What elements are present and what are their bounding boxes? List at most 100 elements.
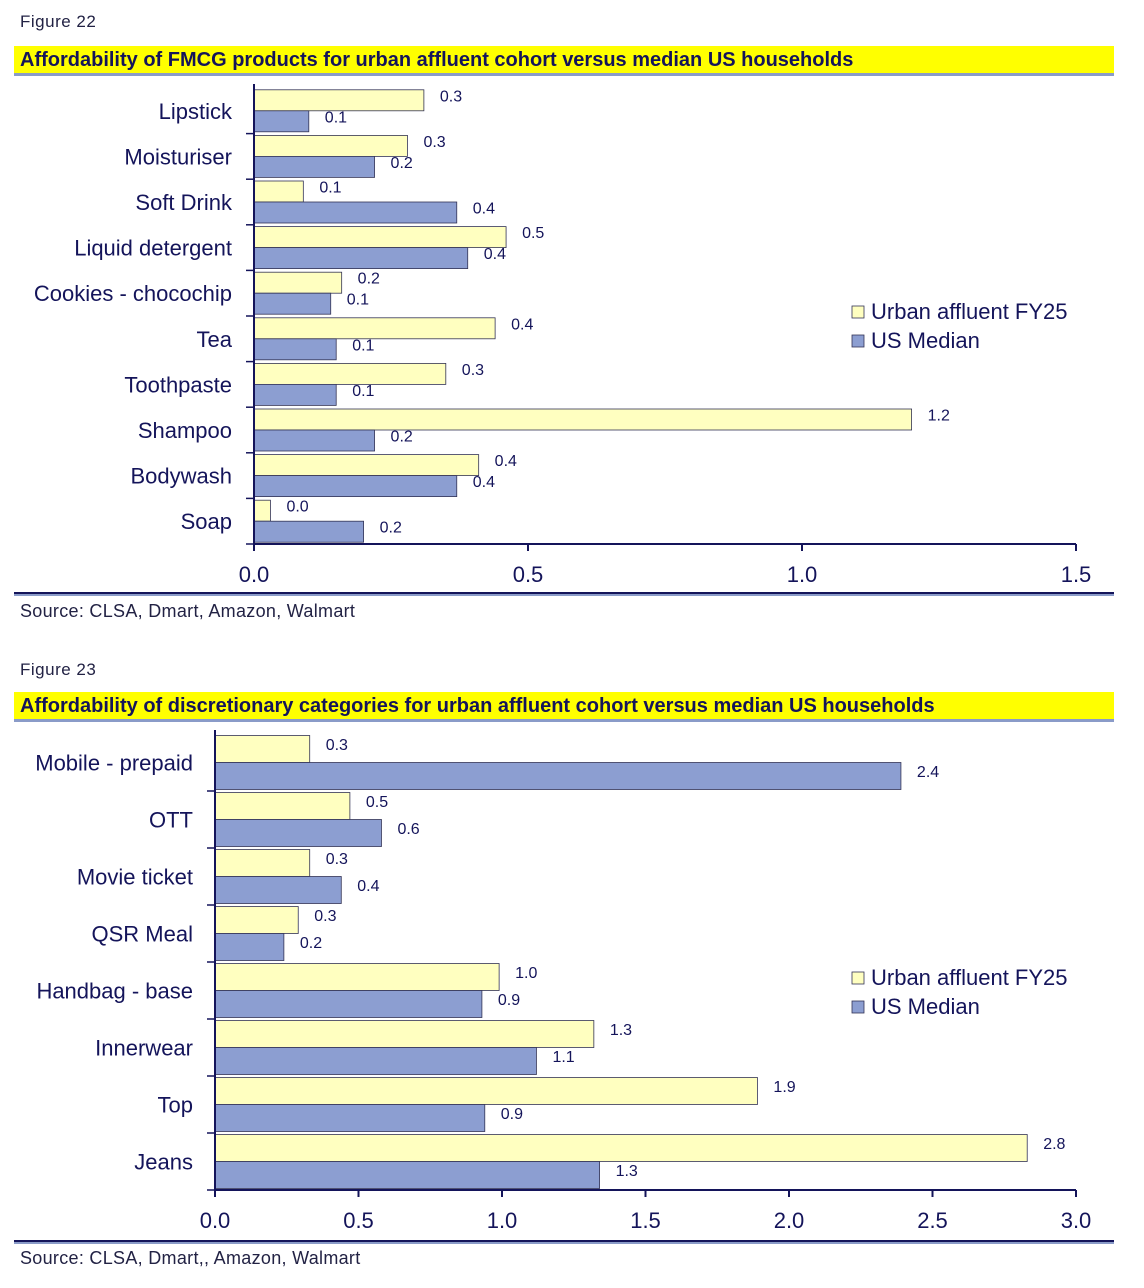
- x-tick-label: 1.5: [1061, 562, 1092, 587]
- bar-urban-affluent-fy25-handbag-base: [214, 963, 500, 991]
- legend-label-us-median: US Median: [871, 994, 980, 1019]
- category-label-toothpaste: Toothpaste: [124, 372, 232, 397]
- bar-urban-affluent-fy25-jeans: [214, 1134, 1028, 1162]
- x-tick-label: 0.0: [200, 1208, 231, 1233]
- x-tick-label: 0.5: [513, 562, 544, 587]
- data-label-urban-affluent-fy25-tea: 0.4: [511, 316, 533, 333]
- bar-urban-affluent-fy25-innerwear: [214, 1020, 595, 1048]
- bar-urban-affluent-fy25-liquid-detergent: [253, 226, 507, 249]
- category-label-soap: Soap: [181, 509, 232, 534]
- data-label-urban-affluent-fy25-qsr-meal: 0.3: [314, 908, 336, 925]
- bar-urban-affluent-fy25-soap: [253, 499, 271, 522]
- source-note: Source: CLSA, Dmart,, Amazon, Walmart: [20, 1248, 361, 1268]
- legend-swatch-us-median: [851, 334, 865, 348]
- bar-urban-affluent-fy25-tea: [253, 317, 496, 340]
- bar-urban-affluent-fy25-moisturiser: [253, 135, 408, 157]
- category-label-bodywash: Bodywash: [130, 464, 232, 489]
- bar-urban-affluent-fy25-qsr-meal: [214, 906, 299, 934]
- data-label-urban-affluent-fy25-shampoo: 1.2: [928, 408, 950, 425]
- x-tick-label: 1.0: [487, 1208, 518, 1233]
- bar-us-median-liquid-detergent: [253, 247, 469, 270]
- data-label-urban-affluent-fy25-ott: 0.5: [366, 794, 388, 811]
- data-label-us-median-top: 0.9: [501, 1106, 523, 1123]
- category-label-lipstick: Lipstick: [159, 99, 233, 124]
- data-label-us-median-toothpaste: 0.1: [352, 383, 374, 400]
- x-tick-label: 0.0: [239, 562, 270, 587]
- bar-us-median-tea: [253, 338, 337, 361]
- bar-urban-affluent-fy25-bodywash: [253, 454, 480, 477]
- bar-us-median-handbag-base: [214, 990, 483, 1018]
- x-tick-label: 3.0: [1061, 1208, 1092, 1233]
- x-tick-label: 2.0: [774, 1208, 805, 1233]
- data-label-urban-affluent-fy25-liquid-detergent: 0.5: [522, 225, 544, 242]
- data-label-us-median-qsr-meal: 0.2: [300, 935, 322, 952]
- data-label-us-median-mobile-prepaid: 2.4: [917, 764, 939, 781]
- data-label-us-median-bodywash: 0.4: [473, 474, 495, 491]
- x-tick-label: 2.5: [917, 1208, 948, 1233]
- category-label-tea: Tea: [197, 327, 233, 352]
- data-label-us-median-innerwear: 1.1: [552, 1049, 574, 1066]
- chart-title-bar: Affordability of FMCG products for urban…: [14, 46, 1114, 76]
- data-label-urban-affluent-fy25-top: 1.9: [773, 1079, 795, 1096]
- data-label-urban-affluent-fy25-lipstick: 0.3: [440, 88, 462, 105]
- data-label-urban-affluent-fy25-moisturiser: 0.3: [423, 134, 445, 151]
- data-label-urban-affluent-fy25-toothpaste: 0.3: [462, 362, 484, 379]
- data-label-urban-affluent-fy25-innerwear: 1.3: [610, 1022, 632, 1039]
- legend: Urban affluent FY25 US Median: [851, 299, 1068, 353]
- bottom-rule: [14, 1240, 1114, 1244]
- bar-us-median-jeans: [214, 1161, 600, 1189]
- category-label-soft-drink: Soft Drink: [135, 190, 233, 215]
- legend-label-urban-affluent-fy25: Urban affluent FY25: [871, 299, 1068, 324]
- data-label-us-median-ott: 0.6: [397, 821, 419, 838]
- category-label-shampoo: Shampoo: [138, 418, 232, 443]
- category-label-innerwear: Innerwear: [95, 1036, 193, 1061]
- data-label-us-median-movie-ticket: 0.4: [357, 878, 379, 895]
- category-label-jeans: Jeans: [134, 1150, 193, 1175]
- bar-us-median-bodywash: [253, 475, 458, 498]
- category-label-ott: OTT: [149, 808, 193, 833]
- data-label-us-median-shampoo: 0.2: [391, 429, 413, 446]
- category-label-top: Top: [158, 1093, 193, 1118]
- data-label-urban-affluent-fy25-cookies-chocochip: 0.2: [358, 271, 380, 288]
- data-label-urban-affluent-fy25-jeans: 2.8: [1043, 1136, 1065, 1153]
- bar-us-median-mobile-prepaid: [214, 762, 902, 790]
- category-label-movie-ticket: Movie ticket: [77, 865, 193, 890]
- fmcg-bar-chart: Lipstick 0.3 0.1 Moisturiser 0.3 0.2 Soft Drin…: [34, 84, 1092, 587]
- discretionary-bar-chart: Mobile - prepaid 0.3 2.4 OTT 0.5 0.6 Movie tic…: [35, 730, 1092, 1233]
- chart-title-bar: Affordability of discretionary categorie…: [14, 692, 1114, 722]
- legend-swatch-urban-affluent-fy25: [851, 971, 865, 985]
- category-label-mobile-prepaid: Mobile - prepaid: [35, 751, 193, 776]
- chart-title: Affordability of discretionary categorie…: [20, 695, 935, 717]
- bar-urban-affluent-fy25-toothpaste: [253, 362, 447, 385]
- legend-swatch-us-median: [851, 1000, 865, 1014]
- bar-us-median-soap: [253, 520, 364, 543]
- x-tick-label: 0.5: [343, 1208, 374, 1233]
- bar-us-median-ott: [214, 819, 382, 847]
- figure-number: Figure 23: [20, 660, 97, 679]
- data-label-us-median-cookies-chocochip: 0.1: [347, 292, 369, 309]
- bar-us-median-cookies-chocochip: [253, 292, 332, 315]
- bar-us-median-movie-ticket: [214, 876, 342, 904]
- bar-us-median-qsr-meal: [214, 933, 285, 961]
- bar-urban-affluent-fy25-mobile-prepaid: [214, 735, 311, 763]
- bottom-rule: [14, 592, 1114, 596]
- figure-number: Figure 22: [20, 12, 97, 31]
- x-tick-label: 1.0: [787, 562, 818, 587]
- bar-us-median-lipstick: [253, 110, 310, 133]
- bar-urban-affluent-fy25-movie-ticket: [214, 849, 311, 877]
- data-label-urban-affluent-fy25-bodywash: 0.4: [495, 453, 517, 470]
- x-tick-label: 1.5: [630, 1208, 661, 1233]
- category-label-cookies-chocochip: Cookies - chocochip: [34, 281, 232, 306]
- legend-label-urban-affluent-fy25: Urban affluent FY25: [871, 965, 1068, 990]
- data-label-us-median-lipstick: 0.1: [325, 109, 347, 126]
- data-label-us-median-soap: 0.2: [380, 520, 402, 537]
- bar-urban-affluent-fy25-top: [214, 1077, 758, 1105]
- data-label-urban-affluent-fy25-mobile-prepaid: 0.3: [326, 737, 348, 754]
- category-label-qsr-meal: QSR Meal: [92, 922, 193, 947]
- bar-us-median-innerwear: [214, 1047, 537, 1075]
- bar-urban-affluent-fy25-lipstick: [253, 89, 425, 112]
- category-label-liquid-detergent: Liquid detergent: [74, 236, 232, 261]
- data-label-urban-affluent-fy25-handbag-base: 1.0: [515, 965, 537, 982]
- bar-us-median-toothpaste: [253, 383, 337, 406]
- bar-us-median-soft-drink: [253, 201, 458, 224]
